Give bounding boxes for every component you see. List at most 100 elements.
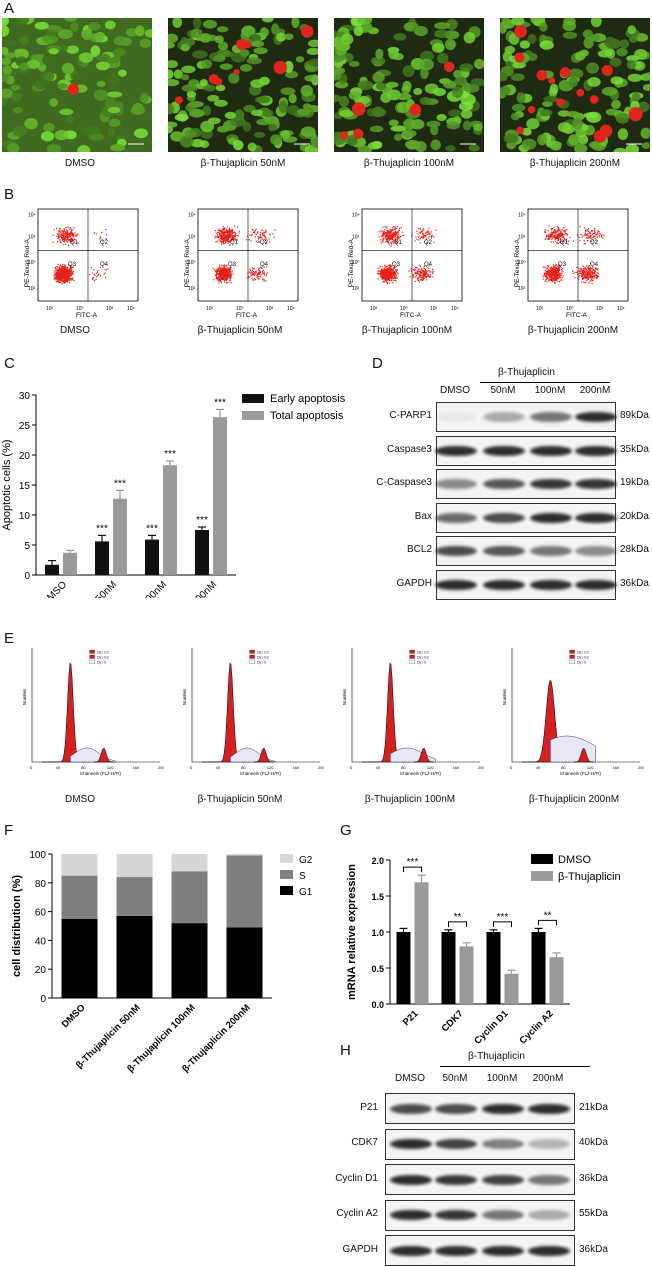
flow-event <box>423 274 425 276</box>
flow-event <box>66 276 68 278</box>
green-cell <box>341 33 354 46</box>
y-tick-label: 2.0 <box>371 856 384 866</box>
flow-ylabel: PE-Texas Red-A <box>24 238 31 287</box>
flow-event <box>395 280 397 282</box>
flow-event <box>554 275 556 277</box>
flow-event <box>554 230 556 233</box>
flow-event <box>414 272 416 275</box>
green-cell <box>511 103 526 112</box>
flow-event <box>548 279 550 282</box>
flow-event <box>553 275 555 277</box>
x-axis-label: Channels (FL2-H/FI) <box>80 771 122 776</box>
flow-event <box>392 272 394 274</box>
flow-event <box>58 273 61 275</box>
flow-event <box>61 269 63 271</box>
flow-event <box>559 232 561 235</box>
flow-event <box>226 272 228 274</box>
flow-event <box>387 231 389 233</box>
green-cell <box>643 72 650 81</box>
green-cell <box>347 134 358 147</box>
flow-event <box>60 229 63 232</box>
flow-event <box>396 236 399 239</box>
flow-event <box>553 269 555 271</box>
flow-event <box>566 233 569 236</box>
green-cell <box>185 38 196 46</box>
green-cell <box>634 49 648 60</box>
flow-event <box>550 279 552 281</box>
flow-event <box>379 270 381 272</box>
flow-event <box>557 270 560 272</box>
flow-event <box>218 267 220 269</box>
flow-event <box>542 275 544 277</box>
flow-event <box>221 238 223 241</box>
flow-event <box>69 278 71 280</box>
flow-event <box>390 237 393 239</box>
y-tick-label: 0 <box>24 571 30 582</box>
caption-a-50nm: β-Thujaplicin 50nM <box>200 158 286 169</box>
flow-event <box>417 273 419 275</box>
flow-event <box>387 271 390 273</box>
flow-event <box>220 268 222 270</box>
blot-membrane <box>435 536 617 566</box>
flow-event <box>68 277 70 279</box>
flow-event <box>394 274 396 276</box>
g2-peak <box>253 747 274 763</box>
flow-event <box>215 276 218 278</box>
quadrant-label-q2: Q2 <box>424 240 433 246</box>
green-cell <box>393 33 407 41</box>
green-cell <box>42 34 58 45</box>
protein-band <box>530 512 572 523</box>
flow-event <box>226 232 228 234</box>
flow-event <box>57 235 60 238</box>
flow-event <box>64 235 67 238</box>
green-cell <box>95 61 110 71</box>
flow-event <box>222 227 224 230</box>
flow-event <box>229 276 231 279</box>
flow-event <box>424 274 426 276</box>
flow-event <box>592 273 594 275</box>
flow-event <box>553 241 555 243</box>
flow-event <box>248 271 250 273</box>
flow-event <box>546 236 548 238</box>
flow-event <box>594 271 596 273</box>
flow-event <box>256 274 258 276</box>
flow-event <box>67 279 70 281</box>
flow-event <box>548 265 550 267</box>
flow-event <box>556 277 558 279</box>
flow-event <box>561 234 563 237</box>
flow-event <box>226 277 228 279</box>
flow-event <box>218 232 221 235</box>
legend-swatch <box>242 394 264 403</box>
flow-event <box>257 238 260 240</box>
flow-event <box>381 271 384 273</box>
flow-event <box>251 233 253 235</box>
flow-event <box>263 280 265 282</box>
flow-event <box>223 229 225 231</box>
flow-event <box>234 237 236 239</box>
flow-event <box>229 240 232 242</box>
flow-event <box>59 281 61 283</box>
flow-event <box>94 274 96 276</box>
flow-event <box>388 244 390 246</box>
flow-event <box>61 230 64 232</box>
flow-event <box>225 279 227 282</box>
green-cell <box>295 56 305 63</box>
flow-event <box>382 231 385 233</box>
green-cell <box>397 101 410 114</box>
green-cell <box>66 45 80 54</box>
flow-event <box>384 270 387 272</box>
flow-event <box>56 235 58 237</box>
flow-event <box>586 273 588 275</box>
green-cell <box>174 113 189 122</box>
flow-event <box>225 276 228 278</box>
green-cell <box>419 50 435 62</box>
flow-event <box>93 273 96 275</box>
flow-event <box>390 265 392 268</box>
flow-event <box>66 235 68 237</box>
flow-event <box>391 238 393 240</box>
flow-event <box>589 276 591 278</box>
flow-event <box>257 232 259 234</box>
green-cell <box>77 145 91 152</box>
flow-event <box>556 242 558 245</box>
flow-event <box>69 266 72 268</box>
